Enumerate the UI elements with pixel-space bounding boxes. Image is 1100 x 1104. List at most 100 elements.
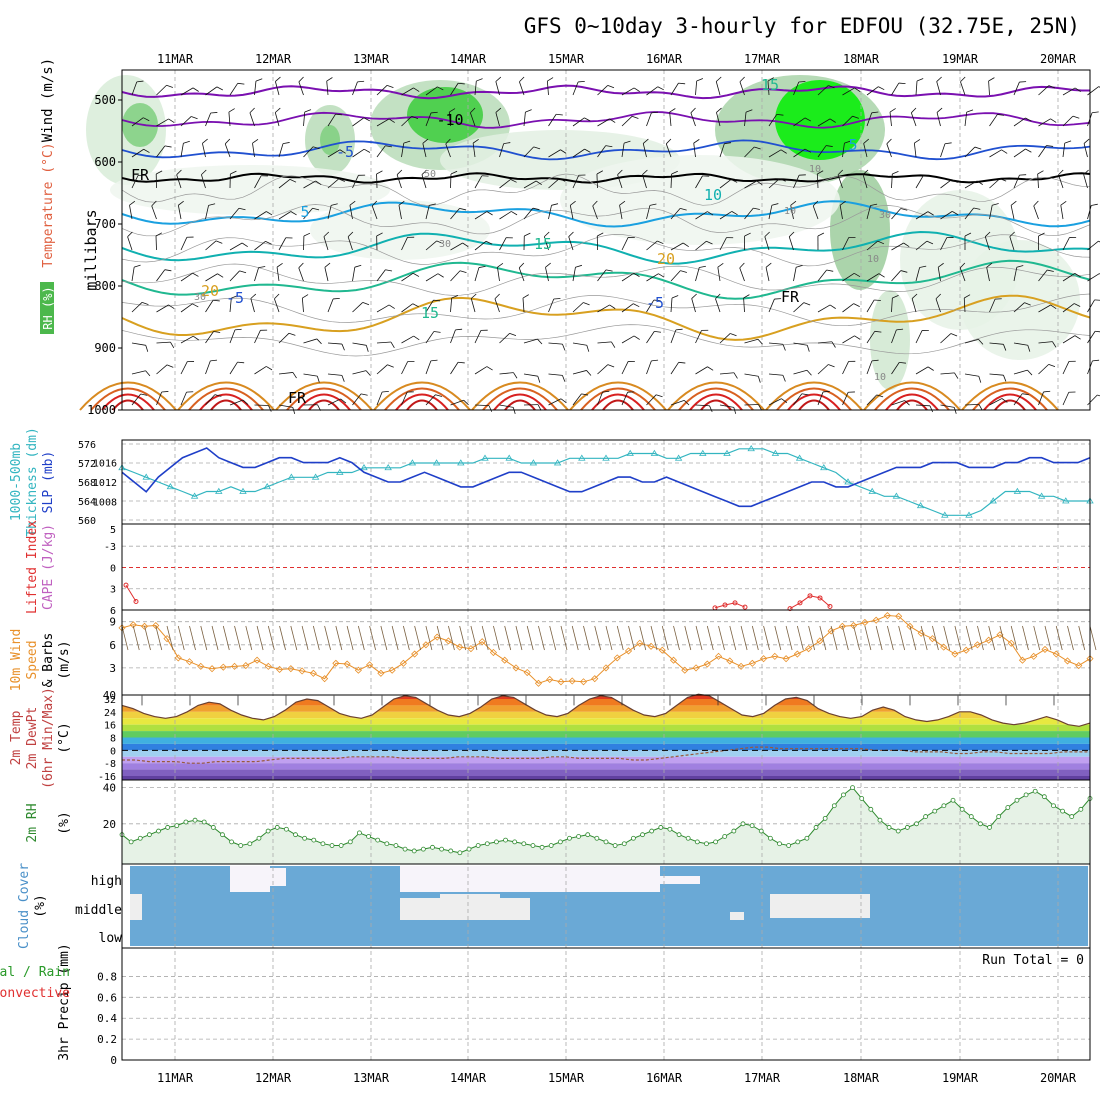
contour-label: 10: [784, 206, 796, 217]
rh-point: [275, 825, 279, 829]
surface-wind-barb: [437, 626, 443, 650]
contour-label: 15: [534, 235, 552, 253]
rh-point: [832, 804, 836, 808]
temp-color-band: [122, 738, 1090, 744]
rh-shade: [960, 240, 1080, 360]
temp-tick: 32: [104, 695, 116, 706]
rh-point: [558, 840, 562, 844]
rh-point: [787, 844, 791, 848]
rh-point: [357, 831, 361, 835]
rh-shade: [560, 155, 840, 245]
temp-tick: -8: [104, 759, 116, 770]
cloud-clear-mid: [730, 912, 744, 920]
precip-frame: [122, 948, 1090, 1060]
cloud-label: Cloud Cover: [17, 863, 32, 949]
rh-point: [376, 838, 380, 842]
rh-point: [1070, 815, 1074, 819]
surface-wind-barb: [932, 626, 938, 650]
surface-wind-barb: [797, 626, 803, 650]
rh-point: [430, 845, 434, 849]
rh-point: [723, 834, 727, 838]
contour-label: FR: [781, 288, 800, 306]
surface-wind-barb: [347, 626, 353, 650]
precip-total-label: Total / Rain: [0, 965, 70, 980]
rh-point: [449, 849, 453, 853]
rh-point: [951, 798, 955, 802]
rh-point: [394, 844, 398, 848]
surface-wind-barb: [674, 626, 680, 650]
surface-wind-barb: [133, 626, 139, 650]
li-line-1: [126, 585, 136, 601]
wind-barb-flag: [1092, 358, 1099, 363]
rh-unit-label: (%): [57, 811, 72, 834]
wind-label-2: Speed: [25, 640, 40, 679]
contour-label: 10: [704, 186, 722, 204]
surface-wind-barb: [865, 626, 871, 650]
rh-point: [778, 842, 782, 846]
rh-point: [595, 836, 599, 840]
rh-point: [1006, 806, 1010, 810]
surface-wind-barb: [595, 626, 601, 650]
precip-tick: 0: [110, 1054, 117, 1067]
rh-point: [367, 834, 371, 838]
surface-wind-barb: [246, 626, 252, 650]
contour-label: 15: [761, 76, 779, 94]
contour-label: -5: [226, 289, 244, 307]
wind-label-3: & Barbs: [41, 633, 56, 688]
date-tick-bottom: 11MAR: [157, 1071, 194, 1085]
rh-legend: RH (%): [41, 286, 55, 329]
rh-point: [759, 829, 763, 833]
wind-barb-staff: [597, 174, 598, 188]
rh-point: [1015, 798, 1019, 802]
rh-point: [257, 836, 261, 840]
rh-point: [476, 844, 480, 848]
temp-color-band: [122, 725, 1090, 731]
rh-point: [385, 842, 389, 846]
contour-label: 30: [879, 210, 891, 221]
rh-point: [312, 838, 316, 842]
surface-wind-barb: [212, 626, 218, 650]
surface-wind-barb: [235, 626, 241, 650]
precip-label: 3hr Precip (mm): [57, 943, 72, 1060]
surface-wind-barb: [505, 626, 511, 650]
rh-point: [248, 842, 252, 846]
rh-point: [978, 822, 982, 826]
surface-wind-barb: [280, 626, 286, 650]
temp-tick: 16: [104, 721, 116, 732]
temp-color-band: [122, 731, 1090, 737]
surface-wind-barb: [538, 626, 544, 650]
rh-point: [567, 836, 571, 840]
contour-label: 10: [867, 254, 879, 265]
rh-point: [768, 836, 772, 840]
rh-point: [266, 829, 270, 833]
date-tick-bottom: 13MAR: [353, 1071, 390, 1085]
rh-point: [193, 818, 197, 822]
rh-point: [695, 840, 699, 844]
contour-label: -10: [436, 111, 463, 129]
date-tick-bottom: 20MAR: [1040, 1071, 1077, 1085]
surface-wind-barb: [741, 626, 747, 650]
rh-point: [513, 840, 517, 844]
wind-barb-flag: [1095, 297, 1100, 303]
date-tick-top: 19MAR: [942, 52, 979, 66]
date-tick-bottom: 12MAR: [255, 1071, 292, 1085]
wind-barb-flag: [1091, 203, 1098, 207]
surface-wind-barb: [730, 626, 736, 650]
contour-label: 30: [439, 239, 451, 250]
surface-wind-barb: [392, 626, 398, 650]
precip-tick: 0.2: [97, 1033, 117, 1046]
rh-point: [887, 825, 891, 829]
surface-wind-barb: [752, 626, 758, 650]
temp-color-band: [122, 744, 1090, 750]
rh-point: [1079, 807, 1083, 811]
date-tick-top: 17MAR: [744, 52, 781, 66]
slp-tick: 1008: [93, 497, 117, 508]
cape-label: CAPE (J/kg): [41, 524, 56, 610]
temp-color-band: [122, 699, 1090, 705]
pressure-tick: 1000: [87, 403, 116, 417]
surface-wind-barb: [572, 626, 578, 650]
cloud-level-label: low: [99, 931, 123, 946]
date-tick-top: 16MAR: [646, 52, 683, 66]
temperature-legend: Temperature (°C): [41, 142, 56, 267]
